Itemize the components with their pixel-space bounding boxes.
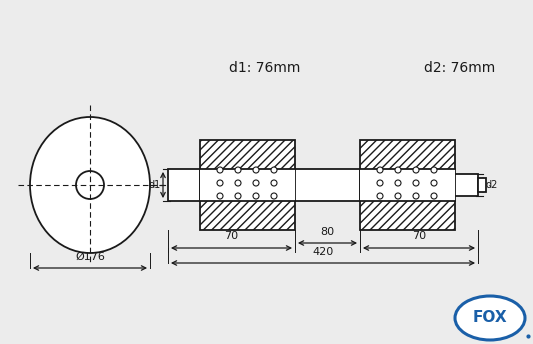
Circle shape — [413, 180, 419, 186]
Circle shape — [76, 171, 104, 199]
Circle shape — [271, 180, 277, 186]
Circle shape — [395, 180, 401, 186]
Circle shape — [235, 193, 241, 199]
Text: 70: 70 — [412, 231, 426, 241]
Bar — [200, 140, 295, 230]
Ellipse shape — [455, 296, 525, 340]
Circle shape — [217, 193, 223, 199]
Ellipse shape — [30, 117, 150, 253]
Text: 420: 420 — [312, 247, 334, 257]
Bar — [478, 178, 486, 192]
Bar — [360, 169, 455, 201]
Circle shape — [395, 167, 401, 173]
Circle shape — [431, 193, 437, 199]
Circle shape — [217, 180, 223, 186]
Circle shape — [377, 167, 383, 173]
Circle shape — [413, 167, 419, 173]
Bar — [295, 169, 360, 201]
Circle shape — [271, 193, 277, 199]
Circle shape — [217, 167, 223, 173]
Circle shape — [431, 167, 437, 173]
Bar — [168, 169, 200, 201]
Bar — [200, 169, 295, 201]
Circle shape — [253, 180, 259, 186]
Text: d2: 76mm: d2: 76mm — [424, 61, 496, 75]
Circle shape — [253, 193, 259, 199]
Text: d1: d1 — [149, 180, 161, 190]
Bar — [360, 140, 455, 230]
Text: 80: 80 — [320, 227, 335, 237]
Circle shape — [413, 193, 419, 199]
Text: 70: 70 — [224, 231, 239, 241]
Circle shape — [271, 167, 277, 173]
Text: FOX: FOX — [473, 311, 507, 325]
Circle shape — [377, 193, 383, 199]
Circle shape — [395, 193, 401, 199]
Bar — [455, 174, 478, 196]
Circle shape — [235, 180, 241, 186]
Circle shape — [235, 167, 241, 173]
Text: Ø176: Ø176 — [75, 252, 105, 262]
Circle shape — [377, 180, 383, 186]
Circle shape — [253, 167, 259, 173]
Text: d1: 76mm: d1: 76mm — [229, 61, 301, 75]
Circle shape — [431, 180, 437, 186]
Text: d2: d2 — [486, 180, 498, 190]
